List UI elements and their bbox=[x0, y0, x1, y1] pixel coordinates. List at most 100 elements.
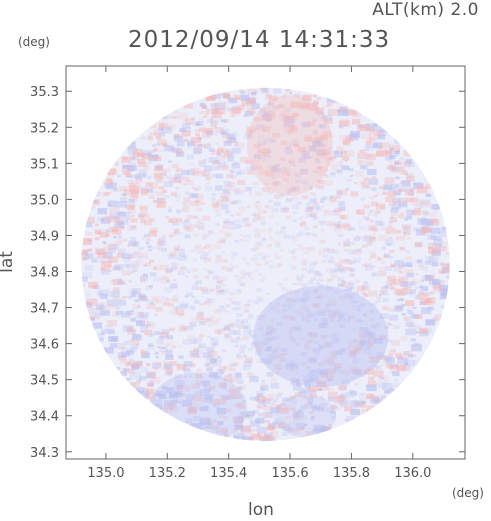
velocity-speckle bbox=[195, 380, 202, 385]
velocity-speckle bbox=[236, 402, 245, 408]
velocity-speckle bbox=[178, 345, 183, 348]
velocity-speckle bbox=[365, 148, 370, 152]
velocity-speckle bbox=[104, 229, 110, 233]
velocity-speckle bbox=[206, 94, 216, 101]
velocity-speckle bbox=[343, 243, 350, 247]
velocity-speckle bbox=[210, 92, 222, 100]
velocity-speckle bbox=[84, 265, 93, 271]
velocity-speckle bbox=[320, 229, 326, 232]
velocity-speckle bbox=[223, 180, 232, 186]
velocity-speckle bbox=[344, 418, 348, 422]
velocity-speckle bbox=[122, 326, 126, 329]
velocity-speckle bbox=[125, 264, 134, 270]
velocity-speckle bbox=[191, 285, 198, 290]
velocity-speckle bbox=[128, 369, 133, 373]
velocity-speckle bbox=[130, 364, 140, 371]
velocity-speckle bbox=[376, 352, 385, 358]
velocity-speckle bbox=[276, 244, 281, 248]
velocity-speckle bbox=[247, 205, 251, 208]
velocity-speckle bbox=[303, 423, 308, 427]
velocity-speckle bbox=[146, 363, 151, 366]
velocity-speckle bbox=[319, 362, 325, 367]
velocity-speckle bbox=[403, 150, 414, 157]
velocity-speckle bbox=[340, 283, 346, 287]
velocity-speckle bbox=[221, 111, 225, 114]
velocity-speckle bbox=[236, 278, 242, 282]
velocity-speckle bbox=[366, 405, 376, 412]
velocity-speckle bbox=[275, 393, 281, 398]
velocity-speckle bbox=[181, 266, 188, 271]
velocity-speckle bbox=[368, 240, 373, 243]
velocity-speckle bbox=[122, 368, 127, 372]
velocity-speckle bbox=[264, 419, 270, 424]
velocity-speckle bbox=[231, 307, 236, 311]
velocity-speckle bbox=[153, 276, 161, 282]
velocity-speckle bbox=[416, 186, 428, 194]
velocity-speckle bbox=[173, 110, 178, 114]
velocity-speckle bbox=[309, 282, 314, 286]
velocity-speckle bbox=[326, 278, 332, 283]
velocity-speckle bbox=[107, 269, 112, 273]
velocity-speckle bbox=[318, 185, 325, 189]
velocity-speckle bbox=[251, 213, 257, 216]
velocity-speckle bbox=[276, 367, 281, 371]
velocity-speckle bbox=[82, 257, 87, 261]
velocity-speckle bbox=[303, 375, 313, 382]
velocity-speckle bbox=[283, 426, 291, 431]
velocity-speckle bbox=[217, 414, 223, 418]
velocity-speckle bbox=[401, 313, 406, 316]
velocity-speckle bbox=[348, 167, 354, 172]
velocity-speckle bbox=[321, 307, 330, 313]
velocity-speckle bbox=[430, 301, 435, 305]
velocity-speckle bbox=[388, 161, 392, 164]
velocity-speckle bbox=[401, 283, 407, 287]
velocity-speckle bbox=[102, 240, 106, 244]
velocity-speckle bbox=[410, 294, 414, 297]
velocity-speckle bbox=[199, 375, 203, 378]
velocity-speckle bbox=[126, 244, 131, 247]
velocity-speckle bbox=[215, 107, 226, 115]
velocity-speckle bbox=[273, 397, 279, 402]
velocity-speckle bbox=[367, 368, 372, 371]
velocity-speckle bbox=[230, 301, 236, 305]
velocity-speckle bbox=[175, 186, 179, 190]
velocity-speckle bbox=[386, 364, 393, 369]
velocity-speckle bbox=[312, 225, 318, 229]
velocity-speckle bbox=[111, 311, 120, 317]
velocity-speckle bbox=[288, 92, 293, 95]
velocity-speckle bbox=[135, 175, 142, 181]
velocity-speckle bbox=[414, 286, 420, 289]
velocity-speckle bbox=[221, 431, 227, 435]
velocity-speckle bbox=[144, 256, 149, 260]
velocity-speckle bbox=[158, 127, 164, 131]
velocity-speckle bbox=[104, 306, 108, 310]
velocity-speckle bbox=[225, 335, 233, 341]
velocity-speckle bbox=[308, 246, 315, 251]
velocity-speckle bbox=[84, 216, 95, 224]
velocity-speckle bbox=[174, 248, 180, 252]
velocity-speckle bbox=[99, 307, 104, 311]
velocity-speckle bbox=[195, 133, 201, 137]
velocity-speckle bbox=[228, 379, 233, 383]
velocity-speckle bbox=[161, 189, 168, 194]
velocity-speckle bbox=[315, 159, 321, 163]
velocity-speckle bbox=[295, 371, 299, 374]
y-tick-label: 34.7 bbox=[30, 302, 59, 317]
velocity-speckle bbox=[274, 309, 280, 313]
velocity-speckle bbox=[328, 248, 336, 254]
velocity-speckle bbox=[407, 354, 414, 358]
velocity-speckle bbox=[248, 192, 253, 195]
velocity-speckle bbox=[252, 186, 256, 189]
velocity-speckle bbox=[145, 182, 153, 188]
velocity-speckle bbox=[117, 352, 127, 358]
velocity-speckle bbox=[365, 156, 370, 160]
velocity-speckle bbox=[303, 155, 310, 160]
velocity-speckle bbox=[82, 302, 93, 309]
velocity-speckle bbox=[178, 232, 183, 235]
velocity-speckle bbox=[166, 298, 170, 301]
velocity-speckle bbox=[319, 134, 328, 140]
velocity-speckle bbox=[380, 286, 388, 291]
velocity-speckle bbox=[182, 338, 191, 345]
velocity-speckle bbox=[115, 366, 121, 370]
velocity-speckle bbox=[190, 167, 200, 174]
